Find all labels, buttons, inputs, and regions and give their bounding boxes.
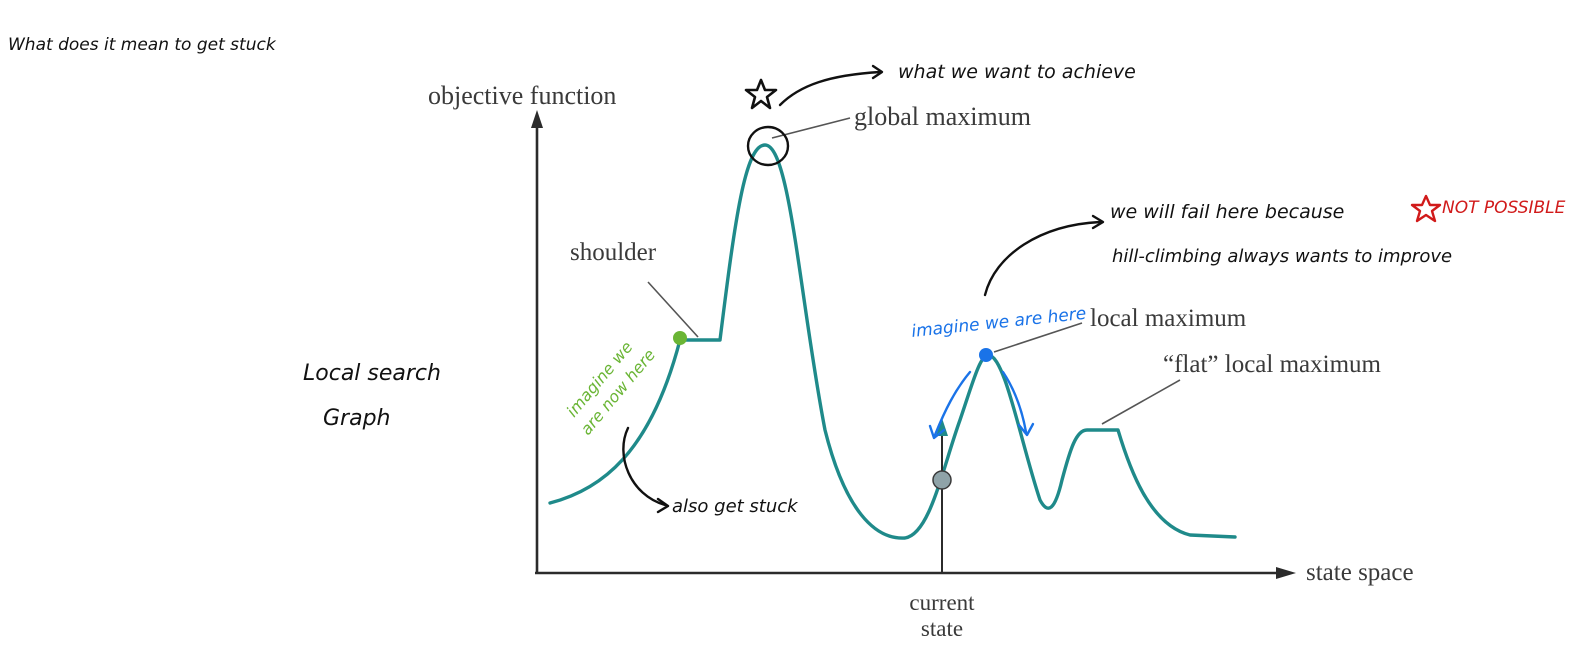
current-state-label-line2: state (921, 616, 963, 641)
flat-local-maximum-label: “flat” local maximum (1163, 351, 1382, 378)
green-position-dot (673, 331, 687, 345)
shoulder-leader (647, 281, 699, 338)
fail-arrowhead (1091, 214, 1105, 230)
x-axis-arrowhead (1276, 567, 1296, 579)
note-also-stuck: also get stuck (672, 496, 799, 517)
current-state-marker (932, 418, 952, 572)
note-local-search: Local search (303, 361, 441, 386)
blue-left-arrowhead (928, 424, 946, 440)
star-icon (744, 78, 778, 110)
fail-arrow (983, 220, 1102, 297)
blue-position-dot (979, 348, 993, 362)
local-maximum-leader (993, 322, 1083, 353)
blue-right-arrow (1001, 370, 1028, 434)
x-axis-label: state space (1306, 559, 1414, 586)
note-fail-line2: hill-climbing always wants to improve (1112, 246, 1452, 267)
y-axis-arrowhead (531, 110, 543, 128)
global-maximum-circle (746, 125, 790, 167)
blue-right-arrowhead (1017, 422, 1035, 437)
blue-left-arrow (933, 370, 972, 437)
objective-curve (548, 143, 1237, 540)
axes (531, 110, 1296, 579)
red-star-icon (1410, 194, 1442, 223)
current-state-arrowhead (936, 418, 948, 436)
note-graph: Graph (323, 406, 390, 431)
shoulder-label: shoulder (570, 239, 657, 266)
achieve-arrow (778, 70, 882, 107)
current-state-dot (932, 470, 952, 490)
global-maximum-label: global maximum (854, 102, 1031, 131)
local-maximum-label: local maximum (1090, 305, 1247, 332)
note-achieve: what we want to achieve (898, 61, 1136, 83)
current-state-label-line1: current (909, 590, 975, 615)
flat-local-maximum-leader (1101, 379, 1181, 425)
note-fail-line1: we will fail here because (1110, 201, 1344, 223)
stuck-arrowhead (656, 497, 670, 514)
y-axis-label: objective function (428, 81, 616, 110)
stuck-arrow (622, 426, 667, 507)
note-get-stuck: What does it mean to get stuck (8, 35, 277, 55)
note-imagine-blue: imagine we are here (910, 304, 1087, 342)
achieve-arrowhead (871, 64, 884, 80)
note-not-possible: NOT POSSIBLE (1442, 198, 1566, 218)
